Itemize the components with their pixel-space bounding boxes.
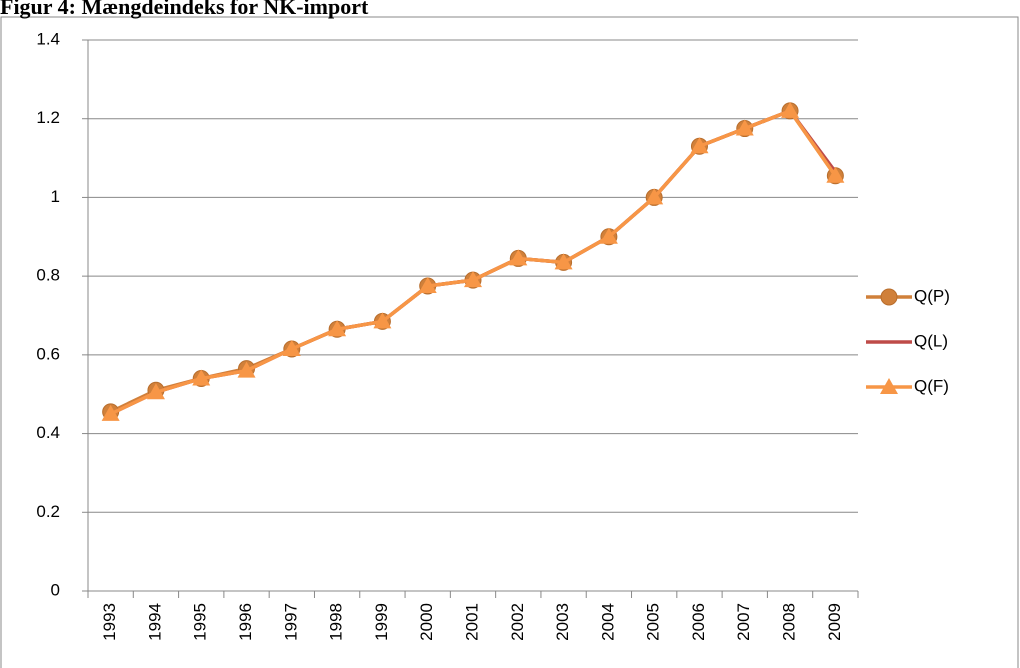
y-tick-label: 1.4 xyxy=(36,29,60,48)
data-point xyxy=(282,339,301,356)
x-tick-label: 2001 xyxy=(462,603,481,641)
y-tick-label: 0.8 xyxy=(36,266,60,285)
data-point xyxy=(146,383,165,400)
data-point xyxy=(735,119,754,136)
x-tick-label: 1999 xyxy=(372,603,391,641)
x-tick-label: 1995 xyxy=(191,603,210,641)
data-point xyxy=(328,320,347,337)
data-point xyxy=(192,369,211,386)
x-tick-label: 1997 xyxy=(281,603,300,641)
y-tick-label: 0.2 xyxy=(36,502,60,521)
legend-marker xyxy=(880,378,898,394)
legend-label: Q(L) xyxy=(914,331,948,350)
x-tick-label: 2006 xyxy=(689,603,708,641)
legend-marker xyxy=(880,288,898,306)
data-point xyxy=(826,166,845,183)
data-point xyxy=(237,361,256,378)
x-tick-label: 2007 xyxy=(734,603,753,641)
y-tick-label: 0.6 xyxy=(36,344,60,363)
x-tick-label: 2004 xyxy=(598,603,617,641)
x-tick-label: 2005 xyxy=(644,603,663,641)
y-tick-label: 1.2 xyxy=(36,108,60,127)
x-tick-label: 2008 xyxy=(780,603,799,641)
x-tick-label: 1993 xyxy=(100,603,119,641)
chart-frame xyxy=(0,16,1019,668)
data-point xyxy=(464,271,482,288)
legend-label: Q(F) xyxy=(914,376,949,395)
y-tick-label: 0.4 xyxy=(36,423,60,442)
data-point xyxy=(101,404,120,421)
x-tick-label: 2003 xyxy=(553,603,572,641)
y-tick-label: 1 xyxy=(51,187,60,206)
data-point xyxy=(599,227,618,244)
data-point xyxy=(418,276,437,293)
legend-label: Q(P) xyxy=(914,286,950,305)
data-point xyxy=(690,137,709,154)
chart-title: Figur 4: Mængdeindeks for NK-import xyxy=(0,0,369,19)
data-point xyxy=(509,249,528,266)
x-tick-label: 1998 xyxy=(327,603,346,641)
x-tick-label: 2002 xyxy=(508,603,527,641)
x-tick-label: 2000 xyxy=(417,603,436,641)
x-tick-label: 1996 xyxy=(236,603,255,641)
data-point xyxy=(781,101,800,118)
x-tick-label: 1994 xyxy=(145,603,164,641)
x-tick-label: 2009 xyxy=(825,603,844,641)
data-point xyxy=(554,253,573,270)
data-point xyxy=(645,188,664,205)
y-tick-label: 0 xyxy=(51,580,60,599)
data-point xyxy=(373,312,392,329)
